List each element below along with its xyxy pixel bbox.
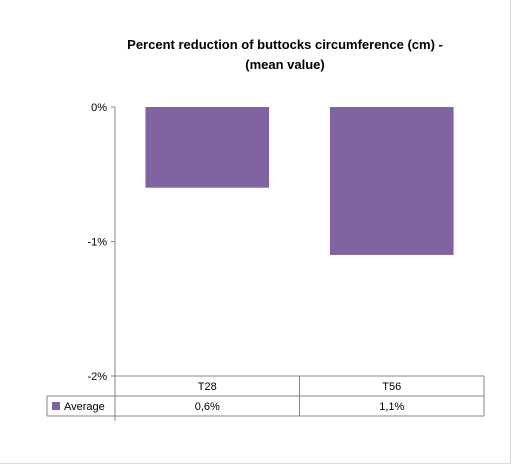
bars-group [145,107,453,255]
bar-t28 [145,107,269,188]
data-label: 0,6% [195,401,220,413]
y-tick-label: 0% [91,102,107,114]
data-table: T28 0,6% T56 1,1% Average [47,376,484,416]
y-tick-label: -1% [87,237,107,249]
bar-t56 [330,107,454,255]
y-ticks-group: 0% -1% -2% [87,102,115,383]
legend-swatch [52,402,60,410]
category-label: T56 [382,381,401,393]
legend-label: Average [64,401,105,413]
data-label: 1,1% [379,401,404,413]
y-tick-label: -2% [87,371,107,383]
category-label: T28 [198,381,217,393]
